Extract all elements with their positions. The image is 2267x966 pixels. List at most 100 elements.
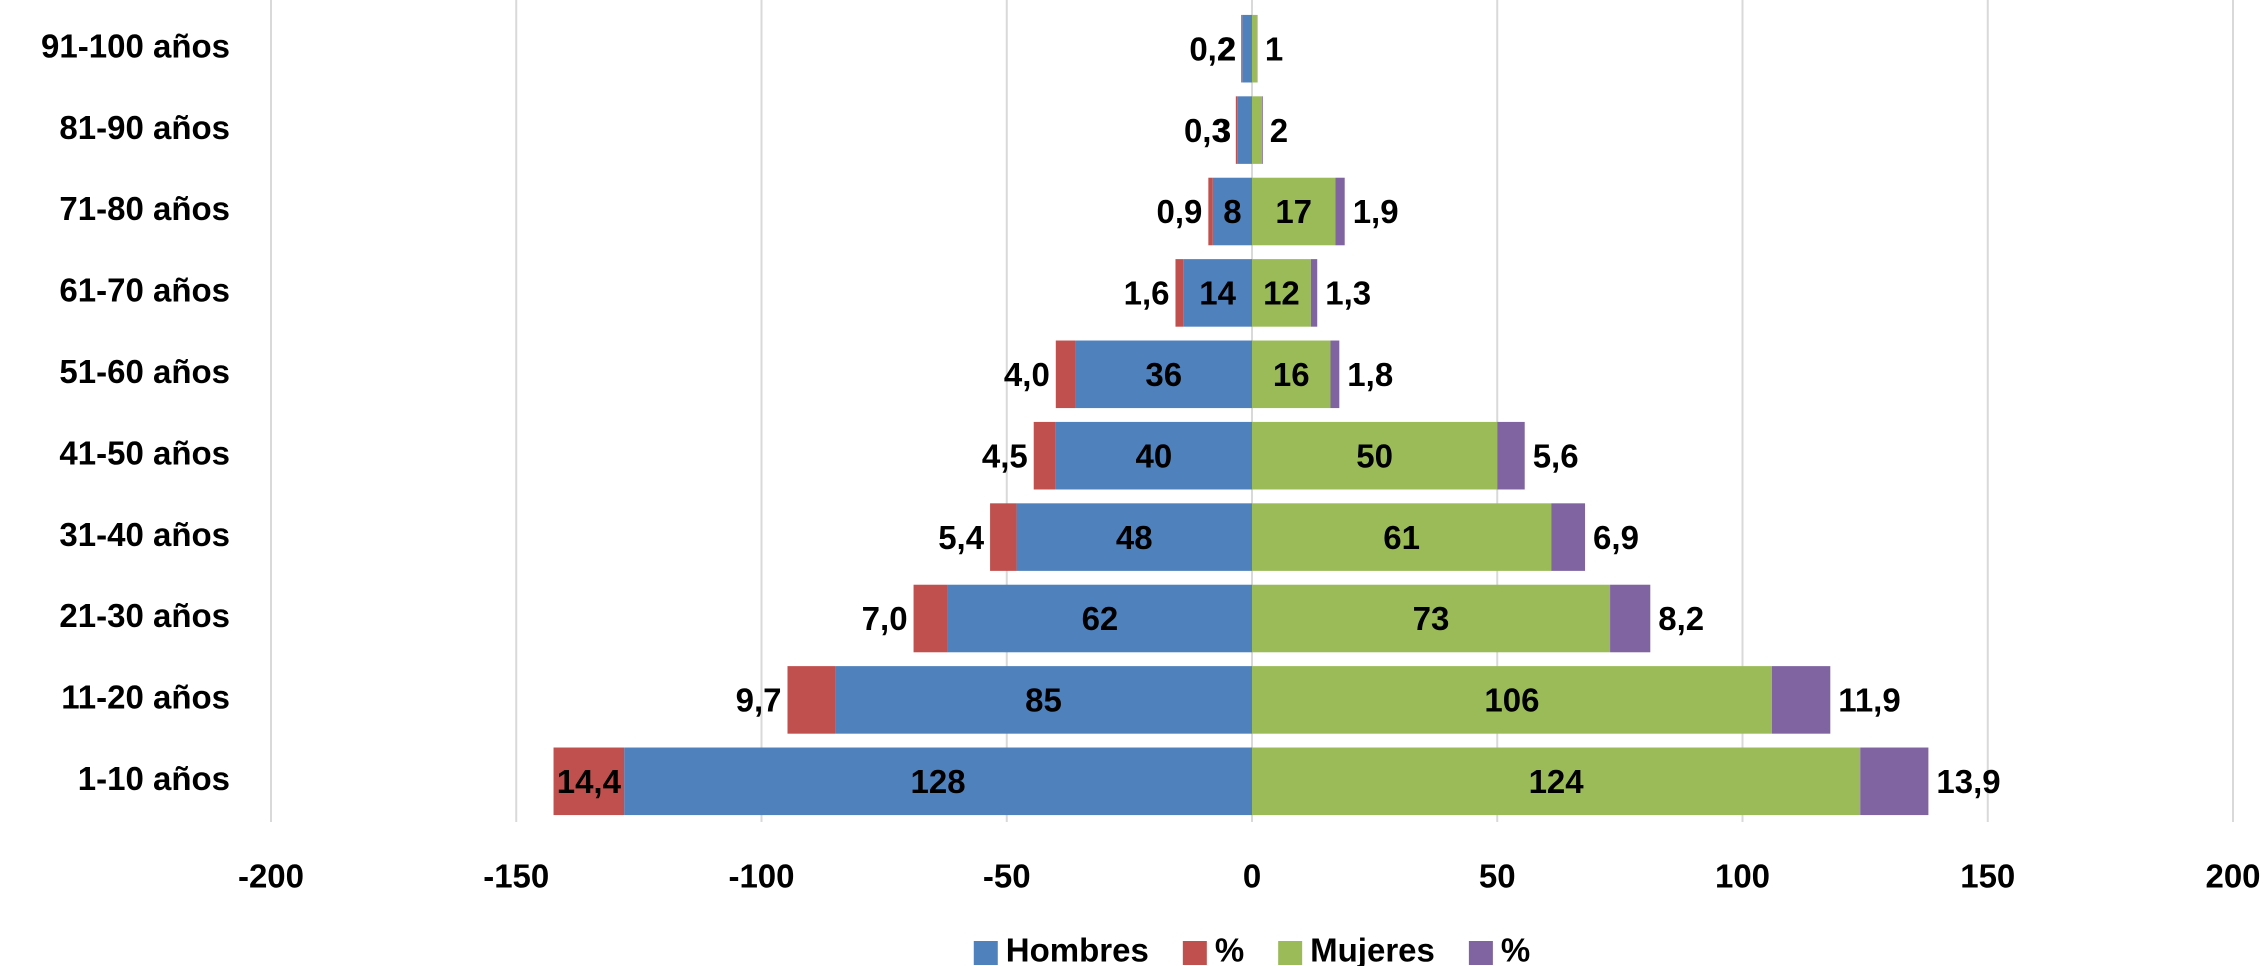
data-label: 36 [1145, 356, 1182, 393]
bar-segment [1252, 96, 1262, 164]
bar-segment [1252, 14, 1257, 83]
data-label: 7,0 [862, 600, 908, 637]
bar-segment [1242, 14, 1252, 83]
bar-segment [1261, 96, 1263, 164]
bar-segment [1310, 259, 1318, 327]
legend-swatch [1182, 941, 1207, 965]
data-label: 0,9 [1156, 193, 1202, 230]
data-label: 61 [1383, 519, 1420, 556]
bar-segment [787, 666, 836, 734]
data-label: 4,5 [982, 437, 1028, 474]
data-label: 12 [1263, 275, 1300, 312]
bar-segment [1183, 259, 1252, 327]
legend-label: Hombres [1006, 932, 1149, 966]
x-tick-label: -150 [483, 858, 549, 895]
bar-segment [947, 584, 1252, 653]
data-label: 1,9 [1353, 193, 1399, 230]
legend-label: % [1501, 932, 1530, 966]
data-label: 5,6 [1533, 437, 1579, 474]
x-tick-label: 0 [1243, 858, 1261, 895]
data-label: 40 [1136, 437, 1173, 474]
data-label: 73 [1413, 600, 1450, 637]
y-tick-label: 71-80 años [59, 190, 230, 227]
bar-segment [1771, 666, 1831, 734]
y-tick-label: 61-70 años [59, 272, 230, 309]
legend-swatch [1468, 941, 1493, 965]
bar-segment [1175, 259, 1184, 327]
data-label: 14 [1199, 275, 1236, 312]
data-label: 2 [1218, 30, 1236, 67]
bar-segment [1016, 503, 1252, 571]
data-label: 14,4 [557, 763, 622, 800]
data-label: 4,0 [1004, 356, 1050, 393]
bar-segment [1497, 421, 1525, 490]
bar-segment [1252, 747, 1861, 816]
data-label: 106 [1484, 682, 1539, 719]
y-tick-label: 51-60 años [59, 353, 230, 390]
data-label: 0,2 [1189, 30, 1235, 67]
x-tick-label: 200 [2205, 858, 2260, 895]
bar-segment [1055, 340, 1076, 409]
y-tick-label: 21-30 años [59, 597, 230, 634]
bar-segment [1252, 584, 1611, 653]
bar-segment [1241, 14, 1243, 83]
bar-segment [1610, 584, 1651, 653]
x-tick-label: 100 [1715, 858, 1770, 895]
y-tick-label: 81-90 años [59, 109, 230, 146]
bar-segment [835, 666, 1252, 734]
x-tick-label: 150 [1960, 858, 2015, 895]
x-tick-label: -50 [983, 858, 1031, 895]
data-label: 62 [1082, 600, 1119, 637]
data-label: 124 [1529, 763, 1585, 800]
data-label: 1,6 [1124, 275, 1170, 312]
data-label: 9,7 [736, 682, 782, 719]
data-label: 5,4 [938, 519, 985, 556]
data-label: 50 [1356, 437, 1393, 474]
bar-segment [1551, 503, 1586, 571]
bar-segment [913, 584, 948, 653]
data-label: 8,2 [1658, 600, 1704, 637]
y-tick-label: 91-100 años [41, 27, 230, 64]
bar-segment [1252, 421, 1498, 490]
data-label: 17 [1275, 193, 1312, 230]
data-label: 0,3 [1184, 112, 1230, 149]
bar-segment [1252, 259, 1311, 327]
y-tick-label: 11-20 años [61, 679, 230, 716]
y-tick-label: 31-40 años [59, 516, 230, 553]
bar-segment [553, 747, 625, 816]
bar-segment [1212, 177, 1252, 246]
data-label: 2 [1270, 112, 1288, 149]
data-label: 48 [1116, 519, 1153, 556]
bar-segment [624, 747, 1252, 816]
bar-segment [1252, 177, 1336, 246]
data-label: 1 [1265, 30, 1283, 67]
data-label: 1,8 [1347, 356, 1393, 393]
bar-segment [1055, 421, 1252, 490]
x-tick-label: 50 [1479, 858, 1516, 895]
bar-segment [1252, 503, 1552, 571]
legend-swatch [1278, 941, 1303, 965]
bar-segment [1860, 747, 1929, 816]
bar-segment [1252, 340, 1331, 409]
bar-segment [1208, 177, 1213, 246]
data-label: 85 [1025, 682, 1062, 719]
bar-segment [1075, 340, 1252, 409]
bar-segment [1335, 177, 1345, 246]
x-tick-label: -200 [238, 858, 304, 895]
bar-segment [1033, 421, 1056, 490]
x-tick-label: -100 [728, 858, 794, 895]
y-tick-label: 1-10 años [78, 760, 230, 797]
y-tick-label: 41-50 años [59, 434, 230, 471]
data-label: 13,9 [1936, 763, 2000, 800]
data-label: 6,9 [1593, 519, 1639, 556]
data-label: 1,3 [1325, 275, 1371, 312]
legend-label: Mujeres [1310, 932, 1435, 966]
bar-segment [990, 503, 1017, 571]
legend-swatch [973, 941, 998, 965]
data-label: 8 [1223, 193, 1241, 230]
bar-segment [1235, 96, 1238, 164]
bar-segment [1252, 666, 1772, 734]
data-label: 16 [1273, 356, 1310, 393]
bar-segment [1330, 340, 1340, 409]
